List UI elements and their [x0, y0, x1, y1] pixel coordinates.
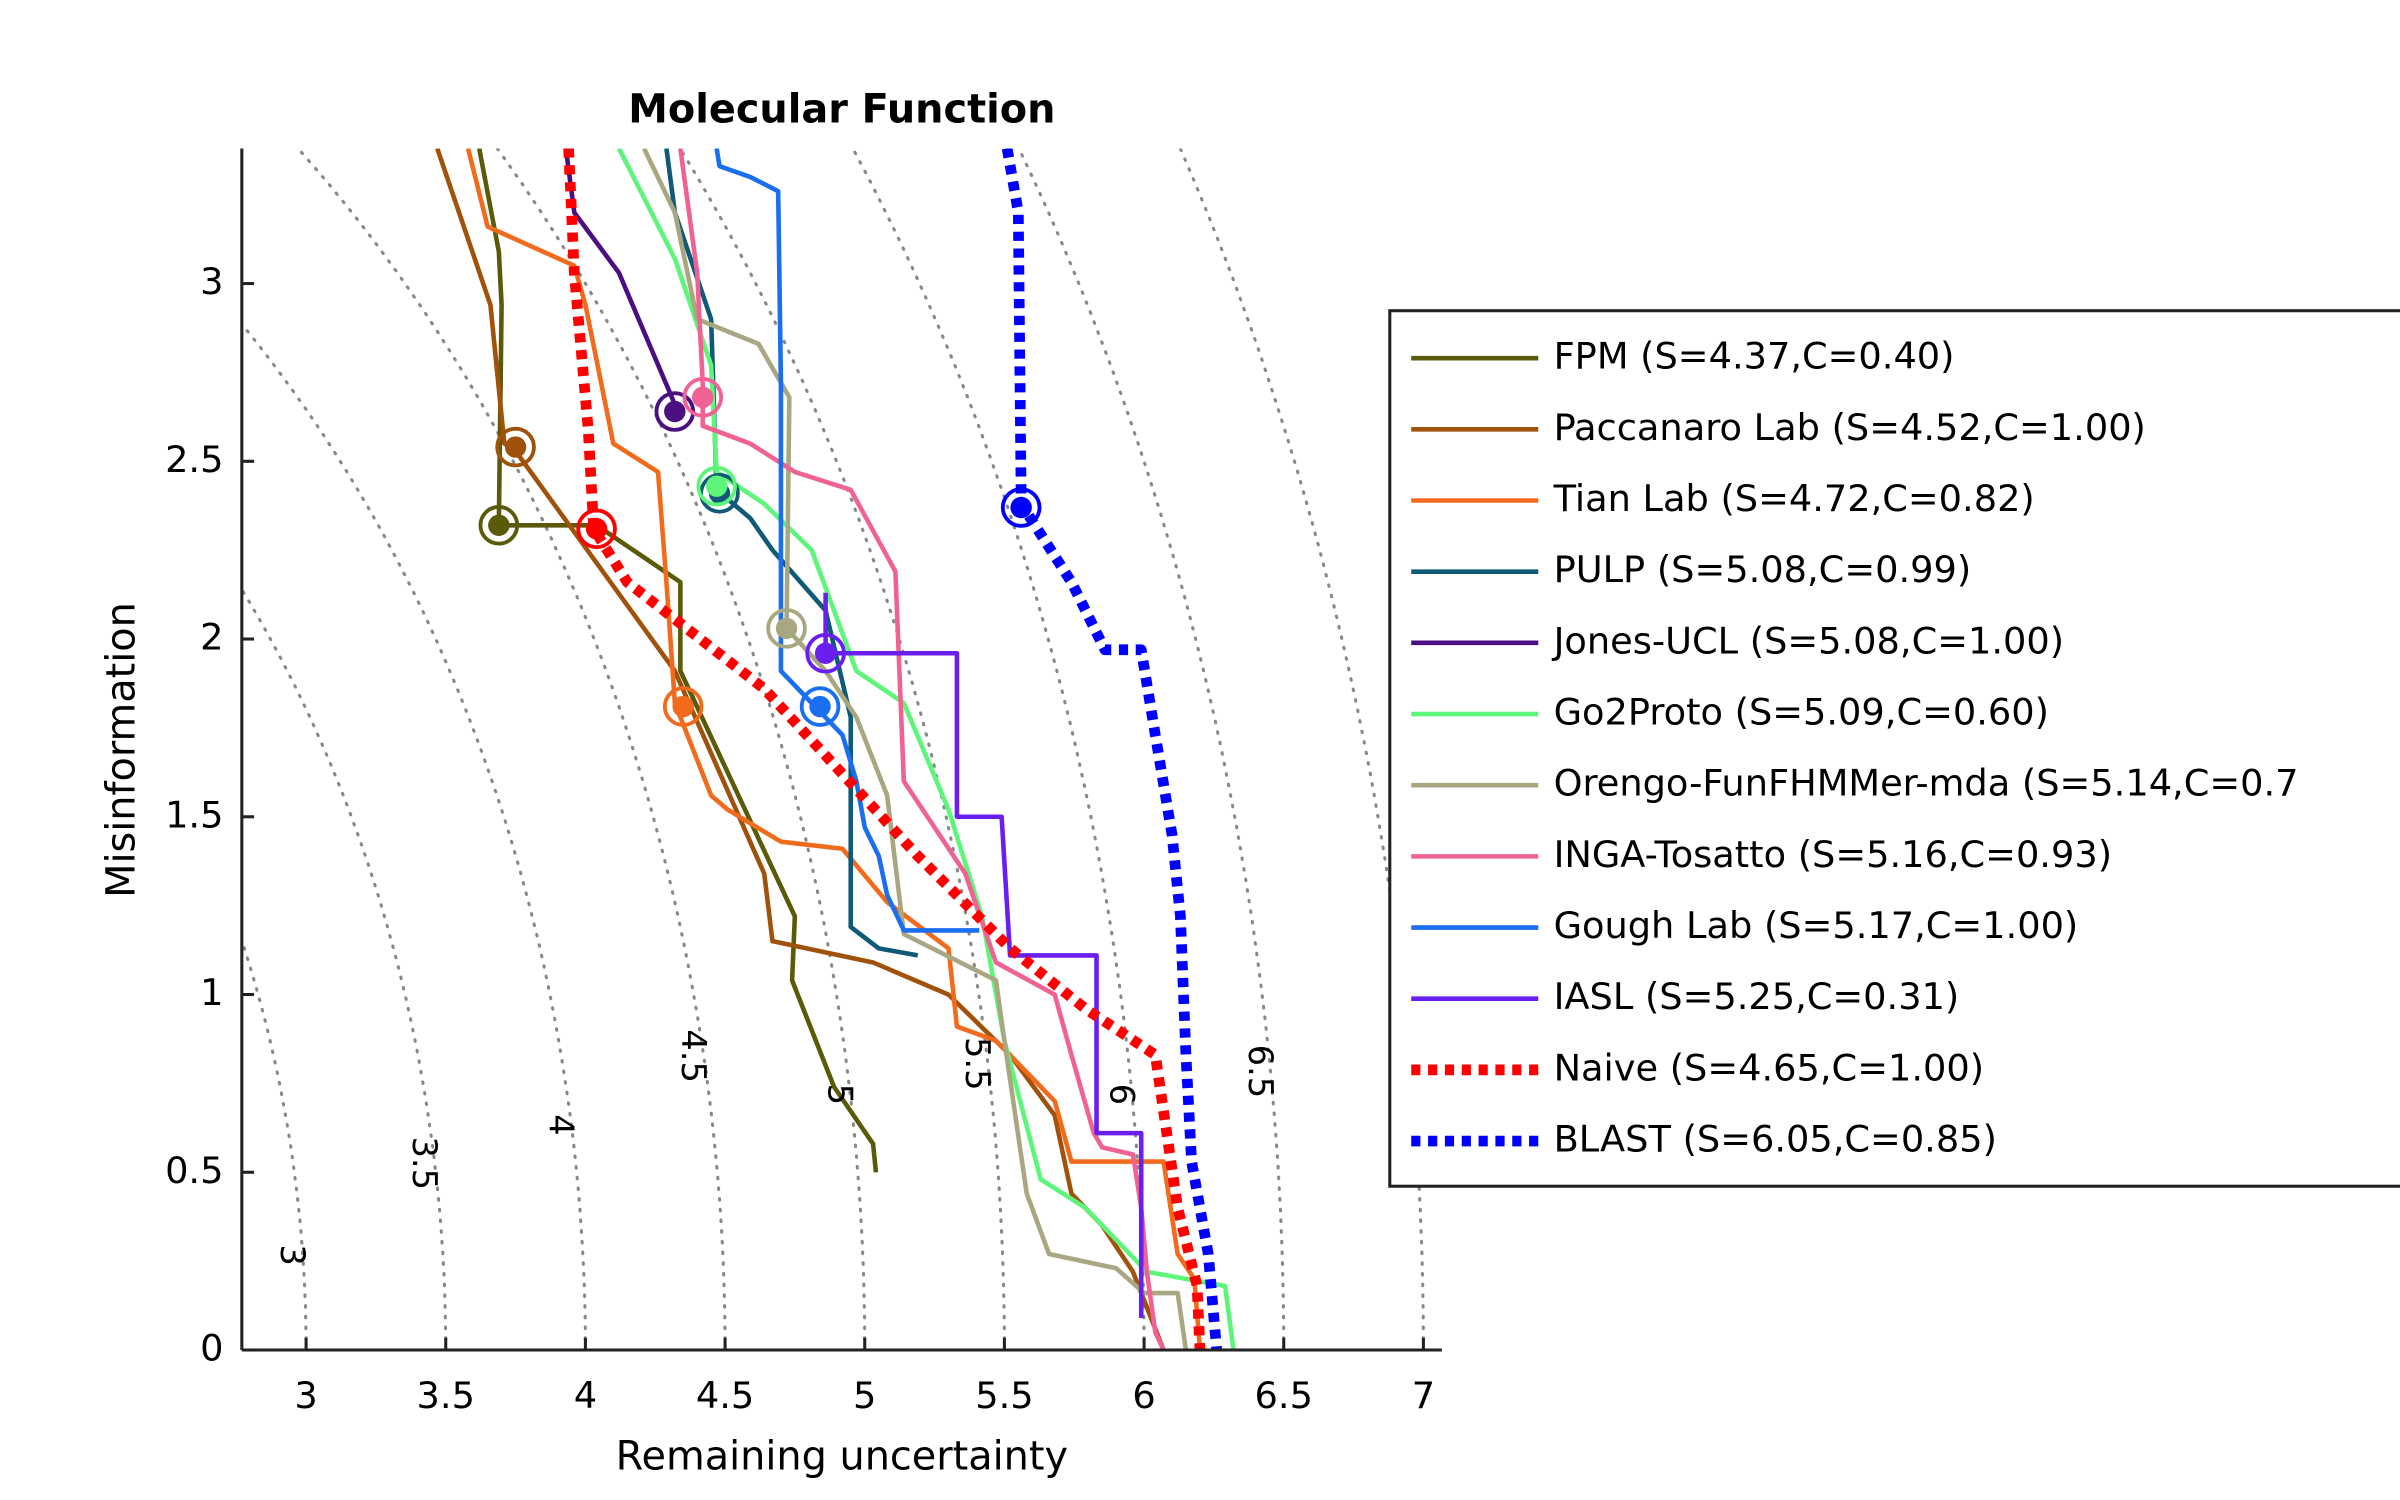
optimum-marker [692, 386, 714, 409]
x-tick-label: 7 [1412, 1374, 1435, 1417]
legend-label: BLAST (S=6.05,C=0.85) [1554, 1118, 1997, 1161]
series-line [465, 148, 1203, 1350]
x-axis-label: Remaining uncertainty [616, 1433, 1068, 1479]
y-tick-label: 1 [200, 971, 223, 1014]
contour-line [241, 586, 448, 1350]
x-tick-label: 5 [853, 1374, 876, 1417]
contour-line [851, 148, 1146, 1350]
legend-label: FPM (S=4.37,C=0.40) [1554, 335, 1955, 378]
legend-label: Naive (S=4.65,C=1.00) [1554, 1046, 1984, 1089]
legend-label: Paccanaro Lab (S=4.52,C=1.00) [1554, 406, 2146, 449]
optimum-marker [664, 400, 686, 423]
contour-label: 6 [1102, 1084, 1141, 1105]
contour-label: 3 [273, 1244, 312, 1265]
optimum-marker [672, 695, 694, 718]
optimum-marker [504, 436, 527, 458]
x-tick-label: 6.5 [1255, 1374, 1313, 1417]
optimum-marker [775, 617, 798, 640]
contour-label: 5 [820, 1084, 859, 1105]
contour-label: 3.5 [405, 1136, 444, 1190]
legend-label: PULP (S=5.08,C=0.99) [1554, 548, 1972, 591]
contour-line [295, 148, 727, 1350]
optimum-marker [705, 475, 728, 497]
optimum-ring [805, 632, 846, 674]
series-line [616, 148, 1236, 1350]
legend-box [1388, 309, 2400, 1188]
optimum-ring [1000, 487, 1042, 528]
optimum-ring [576, 508, 617, 550]
contour-line [1178, 148, 1425, 1350]
optimum-marker [488, 514, 510, 536]
legend-label: INGA-Tosatto (S=5.16,C=0.93) [1554, 833, 2112, 876]
series-line [563, 148, 677, 406]
series-line [714, 148, 980, 933]
x-tick-label: 4 [574, 1374, 597, 1417]
legend-label: IASL (S=5.25,C=0.31) [1554, 975, 1960, 1018]
optimum-ring [799, 686, 841, 727]
axis-layer: 33.544.555.566.5733.544.555.566.5700.511… [165, 148, 1442, 1417]
contour-label: 6.5 [1241, 1045, 1280, 1099]
legend-label: Gough Lab (S=5.17,C=1.00) [1554, 904, 2079, 947]
y-tick-label: 3 [200, 260, 223, 303]
series-line [664, 148, 919, 958]
x-tick-label: 3.5 [417, 1374, 475, 1417]
x-tick-label: 3 [294, 1374, 317, 1417]
optimum-ring [495, 426, 536, 468]
legend-label: Go2Proto (S=5.09,C=0.60) [1554, 691, 2049, 734]
optimum-ring [478, 505, 520, 546]
contour-line [241, 935, 308, 1350]
x-tick-label: 5.5 [975, 1374, 1033, 1417]
y-tick-label: 1.5 [165, 793, 223, 836]
legend-label: Jones-UCL (S=5.08,C=1.00) [1552, 619, 2064, 662]
chart-title: Molecular Function [628, 86, 1055, 132]
contour-layer [241, 148, 1425, 1350]
y-tick-label: 2.5 [165, 438, 223, 481]
optimum-ring [766, 608, 807, 649]
legend-label: Tian Lab (S=4.72,C=0.82) [1553, 477, 2035, 520]
optimum-marker [1010, 496, 1032, 519]
optimum-ring [662, 686, 704, 727]
y-tick-label: 0 [200, 1327, 223, 1370]
y-tick-label: 2 [200, 616, 223, 659]
x-tick-label: 6 [1132, 1374, 1155, 1417]
contour-line [241, 321, 587, 1350]
optimum-ring [696, 465, 737, 507]
legend-label: Orengo-FunFHMMer-mda (S=5.14,C=0.7 [1554, 762, 2299, 805]
series-line [823, 592, 1144, 1319]
optimum-marker [814, 642, 837, 664]
contour-line [678, 148, 1006, 1350]
optimum-marker [585, 518, 608, 540]
contour-label: 4 [542, 1114, 581, 1135]
optimum-marker [809, 695, 831, 718]
legend: FPM (S=4.37,C=0.40) Paccanaro Lab (S=4.52… [1388, 309, 2400, 1188]
series-line [435, 148, 1166, 1350]
y-axis-label: Misinformation [99, 602, 145, 898]
contour-line [495, 148, 867, 1350]
contour-label: 5.5 [958, 1037, 997, 1091]
contour-label: 4.5 [674, 1029, 713, 1083]
contour-line [1017, 148, 1286, 1350]
series-layer [435, 148, 1236, 1350]
optimum-ring [682, 377, 724, 418]
x-tick-label: 4.5 [696, 1374, 754, 1417]
series-line [642, 148, 1189, 1350]
y-tick-label: 0.5 [165, 1149, 223, 1192]
series-line [563, 148, 1206, 1350]
